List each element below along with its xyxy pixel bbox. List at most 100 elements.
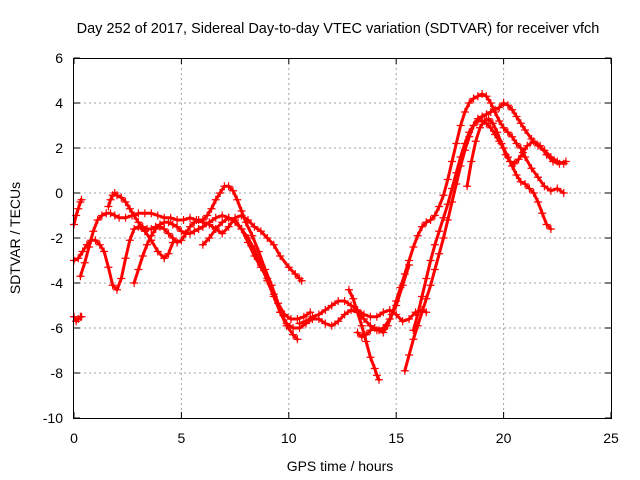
y-tick-label: 6 — [55, 50, 63, 66]
data-point — [299, 312, 308, 321]
data-point — [493, 128, 502, 137]
data-point — [387, 310, 396, 319]
data-point — [78, 247, 87, 256]
data-point — [160, 254, 169, 263]
data-point — [110, 211, 119, 220]
data-point — [549, 157, 558, 166]
data-point — [508, 105, 517, 114]
data-point — [112, 191, 121, 200]
series-arc-5 — [104, 182, 315, 323]
data-point — [269, 240, 278, 249]
data-point — [263, 274, 272, 283]
data-point — [237, 225, 246, 233]
data-point — [291, 270, 300, 278]
data-point — [405, 315, 414, 323]
data-point — [370, 324, 379, 332]
data-point — [546, 225, 555, 233]
data-point — [80, 258, 89, 267]
data-point — [293, 335, 302, 344]
data-point — [185, 213, 194, 222]
data-point — [542, 220, 551, 229]
data-point — [379, 308, 388, 317]
data-point — [362, 337, 371, 346]
data-point — [495, 103, 504, 112]
data-point — [488, 119, 497, 128]
data-point — [555, 159, 564, 168]
data-point — [469, 94, 478, 103]
data-point — [465, 99, 474, 107]
y-tick-label: 0 — [55, 185, 63, 201]
x-axis-label: GPS time / hours — [287, 458, 394, 474]
data-point — [77, 195, 86, 204]
chart-title: Day 252 of 2017, Sidereal Day-to-day VTE… — [77, 21, 600, 37]
data-point — [478, 90, 487, 98]
data-point — [130, 211, 139, 220]
data-point — [501, 150, 510, 159]
series-trace — [356, 92, 566, 339]
data-point — [512, 112, 521, 121]
data-point — [117, 193, 126, 202]
data-point — [512, 139, 521, 148]
data-point — [409, 243, 418, 251]
data-point — [89, 227, 98, 236]
data-point — [218, 211, 227, 220]
data-point — [456, 153, 465, 161]
data-point — [130, 225, 139, 233]
data-point — [224, 213, 233, 222]
data-point — [553, 184, 562, 193]
grid — [74, 58, 611, 418]
data-point — [151, 225, 160, 233]
data-point — [525, 184, 534, 193]
data-point — [347, 301, 356, 310]
data-point — [308, 312, 317, 321]
data-point — [248, 231, 257, 240]
data-point — [452, 139, 461, 148]
data-point — [117, 274, 126, 283]
data-point — [435, 249, 444, 258]
data-point — [349, 294, 358, 303]
data-point — [529, 189, 538, 197]
data-point — [112, 285, 121, 294]
data-point — [173, 222, 182, 231]
data-point — [104, 202, 113, 211]
data-point — [372, 371, 381, 380]
data-point — [168, 220, 177, 229]
x-tick-label: 15 — [388, 430, 404, 446]
data-point — [166, 213, 175, 222]
data-point — [121, 213, 130, 222]
data-point — [207, 204, 216, 213]
series-arc-13 — [463, 114, 570, 191]
data-point — [508, 132, 517, 141]
data-point — [353, 308, 362, 317]
data-point — [284, 263, 293, 272]
data-point — [134, 218, 143, 227]
data-point — [344, 285, 353, 294]
data-point — [301, 317, 310, 326]
data-point — [194, 225, 203, 233]
data-point — [173, 238, 182, 247]
data-point — [443, 175, 452, 184]
data-point — [97, 211, 106, 220]
data-point — [362, 330, 371, 339]
x-tick-label: 5 — [178, 430, 186, 446]
x-tick-label: 10 — [281, 430, 297, 446]
x-tick-label: 25 — [603, 430, 619, 446]
data-point — [426, 256, 435, 265]
data-point — [228, 186, 237, 195]
data-point — [422, 274, 431, 283]
y-axis-label: SDTVAR / TECUs — [7, 182, 23, 294]
data-point — [546, 186, 555, 195]
data-point — [486, 99, 495, 107]
data-point — [224, 182, 233, 191]
data-point — [469, 121, 478, 130]
data-point — [218, 229, 227, 238]
y-tick-label: -10 — [43, 410, 63, 426]
data-point — [456, 121, 465, 130]
data-point — [185, 222, 194, 231]
data-point — [211, 195, 220, 204]
data-point — [198, 240, 207, 249]
data-point — [471, 137, 480, 146]
data-point — [216, 189, 225, 197]
data-point — [205, 218, 214, 227]
